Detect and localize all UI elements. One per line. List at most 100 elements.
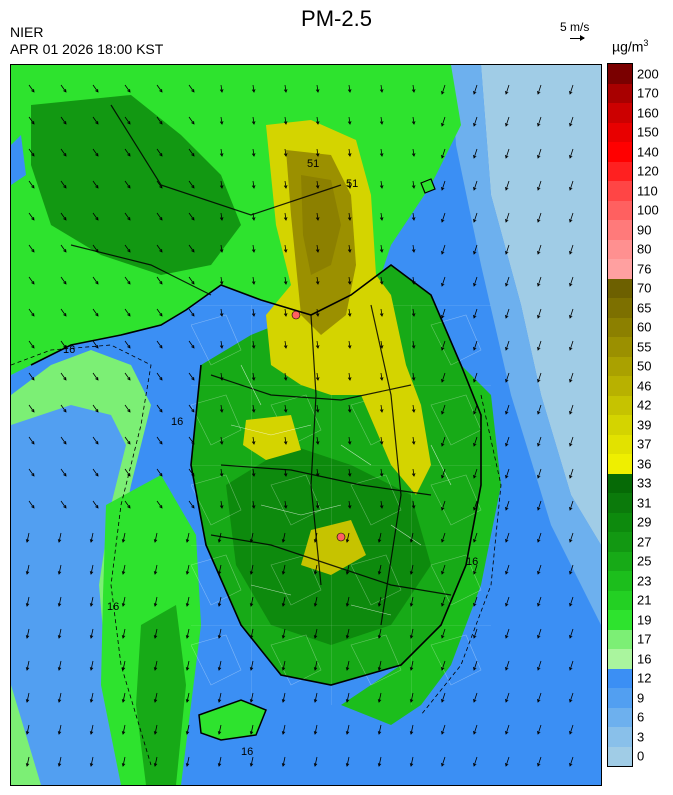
wind-arrow bbox=[347, 180, 352, 189]
wind-arrow bbox=[60, 340, 67, 349]
wind-arrow bbox=[60, 116, 67, 125]
wind-arrow bbox=[251, 148, 256, 157]
wind-arrow bbox=[411, 500, 416, 509]
legend-swatch bbox=[608, 726, 632, 747]
legend-label: 90 bbox=[637, 222, 652, 238]
wind-arrow bbox=[156, 500, 163, 509]
wind-arrow bbox=[441, 180, 446, 191]
wind-arrow bbox=[60, 308, 67, 317]
wind-arrow bbox=[411, 148, 416, 157]
wind-arrow bbox=[313, 596, 318, 607]
wind-arrow bbox=[57, 532, 62, 543]
wind-arrow bbox=[249, 596, 254, 607]
wind-arrow bbox=[60, 84, 67, 93]
wind-arrow bbox=[379, 372, 384, 381]
wind-arrow bbox=[409, 724, 414, 735]
wind-arrow bbox=[25, 756, 30, 767]
wind-arrow bbox=[441, 564, 446, 575]
wind-arrow bbox=[411, 404, 416, 413]
wind-arrow bbox=[92, 244, 99, 253]
wind-arrow bbox=[219, 372, 224, 381]
wind-arrow bbox=[156, 84, 163, 93]
wind-vectors bbox=[25, 84, 574, 767]
legend-label: 46 bbox=[637, 378, 652, 394]
contour-label: 16 bbox=[107, 601, 119, 613]
wind-arrow bbox=[153, 660, 158, 671]
wind-arrow bbox=[473, 660, 478, 671]
wind-arrow bbox=[124, 244, 131, 253]
wind-arrow bbox=[124, 500, 131, 509]
wind-arrow bbox=[124, 372, 131, 381]
wind-arrow bbox=[441, 340, 446, 351]
wind-arrow bbox=[315, 372, 320, 381]
wind-arrow bbox=[92, 148, 99, 157]
wind-arrow bbox=[537, 756, 542, 767]
wind-arrow bbox=[537, 564, 542, 575]
legend-swatch bbox=[608, 200, 632, 220]
wind-arrow bbox=[569, 244, 574, 255]
wind-arrow bbox=[281, 564, 286, 575]
legend-label: 21 bbox=[637, 592, 652, 608]
wind-arrow bbox=[92, 404, 99, 413]
wind-arrow bbox=[569, 628, 574, 639]
wind-arrow bbox=[473, 628, 478, 639]
wind-arrow bbox=[315, 500, 320, 509]
wind-arrow bbox=[217, 628, 222, 639]
legend-label: 50 bbox=[637, 358, 652, 374]
wind-arrow bbox=[121, 724, 126, 735]
wind-arrow bbox=[185, 628, 190, 639]
wind-arrow bbox=[409, 628, 414, 639]
legend-label: 19 bbox=[637, 612, 652, 628]
legend-label: 200 bbox=[637, 66, 659, 82]
legend-label: 3 bbox=[637, 729, 645, 745]
wind-arrow bbox=[473, 276, 478, 287]
contour-label: 16 bbox=[241, 746, 253, 758]
wind-arrow bbox=[473, 436, 478, 447]
wind-arrow bbox=[537, 180, 542, 191]
wind-arrow bbox=[379, 340, 384, 349]
wind-arrow bbox=[28, 372, 35, 381]
wind-arrow bbox=[185, 660, 190, 671]
wind-arrow bbox=[217, 692, 222, 703]
wind-arrow bbox=[217, 532, 222, 543]
wind-arrow bbox=[283, 116, 288, 125]
wind-arrow bbox=[188, 244, 195, 253]
wind-arrow bbox=[156, 180, 163, 189]
wind-arrow bbox=[315, 244, 320, 253]
wind-arrow bbox=[441, 596, 446, 607]
wind-arrow bbox=[153, 532, 158, 543]
wind-arrow bbox=[281, 756, 286, 767]
map-header: NIER APR 01 2026 18:00 KST bbox=[10, 24, 163, 58]
wind-arrow bbox=[283, 84, 288, 93]
wind-arrow bbox=[57, 724, 62, 735]
wind-arrow bbox=[156, 212, 163, 221]
legend-label: 27 bbox=[637, 534, 652, 550]
wind-arrow bbox=[347, 468, 352, 477]
wind-arrow bbox=[537, 532, 542, 543]
wind-arrow bbox=[283, 436, 288, 445]
wind-arrow bbox=[473, 244, 478, 255]
wind-arrow bbox=[124, 84, 131, 93]
legend-label: 25 bbox=[637, 553, 652, 569]
wind-arrow bbox=[347, 500, 352, 509]
wind-arrow bbox=[411, 212, 416, 221]
wind-arrow bbox=[537, 212, 542, 223]
wind-arrow bbox=[25, 660, 30, 671]
wind-arrow bbox=[505, 532, 510, 543]
wind-arrow bbox=[89, 596, 94, 607]
legend-label: 140 bbox=[637, 144, 659, 160]
wind-arrow bbox=[569, 660, 574, 671]
wind-arrow bbox=[28, 340, 35, 349]
legend-label: 150 bbox=[637, 124, 659, 140]
wind-arrow bbox=[411, 180, 416, 189]
wind-arrow bbox=[153, 564, 158, 575]
wind-arrow bbox=[537, 468, 542, 479]
wind-arrow bbox=[188, 308, 195, 317]
wind-arrow bbox=[153, 692, 158, 703]
wind-arrow bbox=[409, 532, 414, 543]
legend-swatch bbox=[608, 687, 632, 708]
wind-arrow bbox=[60, 468, 67, 477]
wind-arrow bbox=[505, 692, 510, 703]
wind-arrow bbox=[92, 468, 99, 477]
wind-arrow bbox=[185, 756, 190, 767]
